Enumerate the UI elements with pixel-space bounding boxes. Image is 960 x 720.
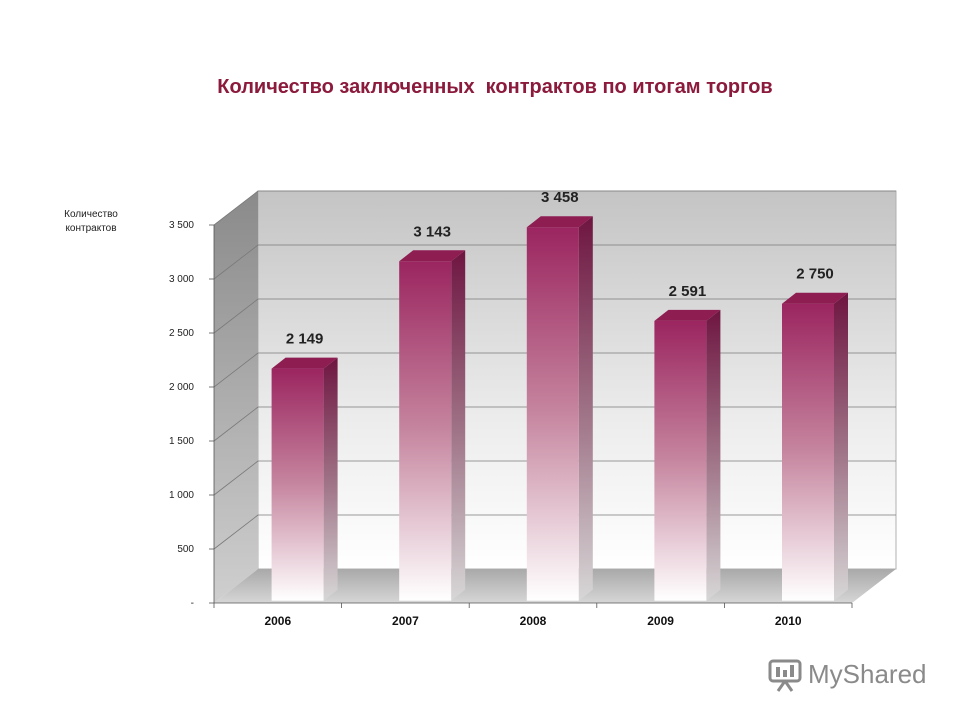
y-tick-label-3: 1 500 bbox=[169, 436, 194, 447]
watermark-text: MyShared bbox=[808, 659, 927, 689]
y-tick-label-7: 3 500 bbox=[169, 220, 194, 231]
bar-top-2010 bbox=[782, 292, 848, 304]
data-label-2006: 2 149 bbox=[286, 331, 324, 348]
x-tick-label-2010: 2010 bbox=[775, 614, 802, 628]
gridline-side-7 bbox=[213, 190, 259, 226]
bar-side-2010 bbox=[834, 292, 848, 601]
x-tick-label-2008: 2008 bbox=[520, 614, 547, 628]
data-label-2010: 2 750 bbox=[796, 266, 834, 283]
data-label-2008: 3 458 bbox=[541, 189, 579, 206]
presentation-icon bbox=[768, 659, 802, 692]
bar-top-2007 bbox=[399, 250, 466, 262]
data-label-2009: 2 591 bbox=[669, 283, 707, 300]
bar-top-2009 bbox=[654, 309, 721, 321]
y-tick-label-4: 2 000 bbox=[169, 382, 194, 393]
bar-side-2009 bbox=[706, 309, 721, 601]
gridline-side-5 bbox=[213, 298, 259, 334]
bar-side-2007 bbox=[451, 250, 466, 601]
bar-2008 bbox=[526, 227, 579, 601]
y-tick-label-1: 500 bbox=[177, 544, 194, 555]
bar-2007 bbox=[399, 261, 452, 601]
y-tick-label-2: 1 000 bbox=[169, 490, 194, 501]
bar-top-2008 bbox=[526, 216, 593, 228]
gridline-side-6 bbox=[213, 244, 259, 280]
bar-2009 bbox=[654, 320, 707, 601]
y-tick-label-5: 2 500 bbox=[169, 328, 194, 339]
gridline-side-3 bbox=[213, 406, 259, 442]
x-tick-label-2006: 2006 bbox=[264, 614, 291, 628]
data-label-2007: 3 143 bbox=[413, 223, 451, 240]
side-wall bbox=[214, 191, 258, 603]
chart-title: Количество заключенных контрактов по ито… bbox=[217, 76, 773, 98]
y-axis-label: Количество контрактов bbox=[64, 209, 118, 234]
x-tick-label-2007: 2007 bbox=[392, 614, 419, 628]
x-tick-label-2009: 2009 bbox=[647, 614, 674, 628]
y-tick-label-0: - bbox=[191, 598, 194, 609]
bar-2006 bbox=[271, 368, 324, 601]
gridline-side-1 bbox=[213, 514, 259, 550]
gridline-side-2 bbox=[213, 460, 259, 496]
bar-2010 bbox=[782, 303, 834, 601]
bar-side-2006 bbox=[323, 357, 338, 601]
bar-top-2006 bbox=[271, 357, 338, 369]
y-tick-label-6: 3 000 bbox=[169, 274, 194, 285]
bar-side-2008 bbox=[578, 216, 593, 601]
gridline-side-4 bbox=[213, 352, 259, 388]
watermark-logo: MyShared bbox=[766, 655, 936, 695]
